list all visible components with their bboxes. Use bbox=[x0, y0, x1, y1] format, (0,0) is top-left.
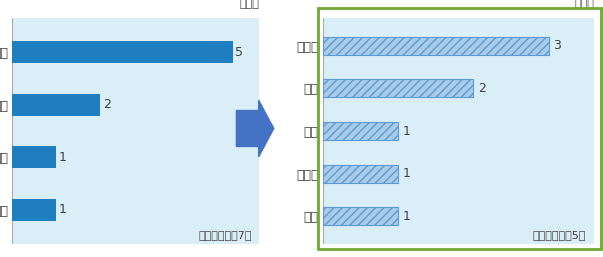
Text: （社）: （社） bbox=[574, 0, 594, 9]
Bar bbox=[323, 165, 398, 183]
Bar bbox=[12, 146, 56, 168]
Bar bbox=[12, 94, 100, 116]
Bar bbox=[323, 122, 398, 140]
Text: 3: 3 bbox=[554, 39, 561, 52]
Text: 1: 1 bbox=[403, 125, 411, 137]
Text: 1: 1 bbox=[403, 167, 411, 180]
Text: （社）: （社） bbox=[239, 0, 259, 9]
Bar bbox=[323, 79, 473, 97]
Text: 5: 5 bbox=[235, 46, 244, 59]
Bar bbox=[323, 37, 549, 55]
Text: 1: 1 bbox=[403, 210, 411, 223]
Bar bbox=[12, 41, 233, 63]
Text: 2: 2 bbox=[478, 82, 486, 95]
Text: 回答企業数：5社: 回答企業数：5社 bbox=[532, 230, 586, 240]
Text: 2: 2 bbox=[103, 98, 111, 111]
Bar bbox=[12, 199, 56, 221]
Bar bbox=[323, 207, 398, 225]
Text: 1: 1 bbox=[59, 151, 67, 164]
Text: 回答企業数：7社: 回答企業数：7社 bbox=[198, 230, 252, 240]
Text: 1: 1 bbox=[59, 204, 67, 216]
